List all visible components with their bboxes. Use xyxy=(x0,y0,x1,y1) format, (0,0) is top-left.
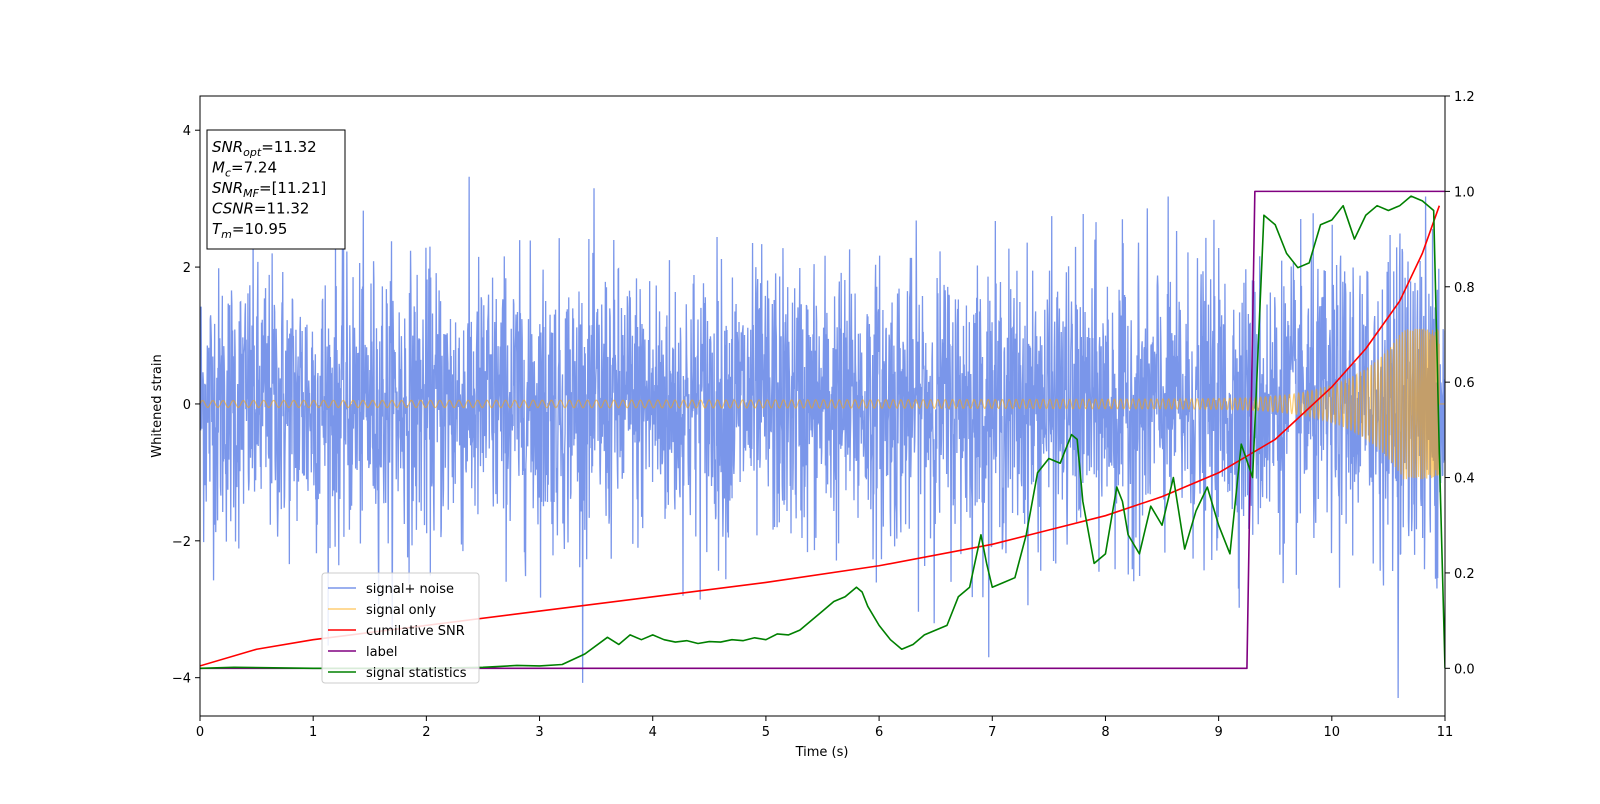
y-axis-label: Whitened strain xyxy=(150,354,165,457)
y-right-tick-label: 0.4 xyxy=(1454,472,1475,487)
y-right-tick-label: 1.2 xyxy=(1454,90,1475,105)
legend-label: signal statistics xyxy=(366,666,467,681)
x-tick-label: 6 xyxy=(875,725,883,740)
x-axis-label: Time (s) xyxy=(795,745,849,760)
x-tick-label: 7 xyxy=(988,725,996,740)
y-left-tick-label: 0 xyxy=(183,398,191,413)
annotation-line: CSNR=11.32 xyxy=(212,200,309,218)
y-left-tick-label: −2 xyxy=(172,535,191,550)
x-tick-label: 2 xyxy=(422,725,430,740)
series-signal-statistics xyxy=(200,195,1445,670)
x-tick-label: 0 xyxy=(196,725,204,740)
annotation-line: Tm=10.95 xyxy=(212,220,287,241)
y-left-tick-label: −4 xyxy=(172,672,191,687)
legend-label: signal only xyxy=(366,603,436,618)
x-tick-label: 9 xyxy=(1214,725,1222,740)
y-left-tick-label: 4 xyxy=(183,124,191,139)
annotation-line: SNRMF=[11.21] xyxy=(212,179,326,200)
y-right-tick-label: 0.6 xyxy=(1454,376,1475,391)
y-left-tick-label: 2 xyxy=(183,261,191,276)
annotation-box: SNRopt=11.32Mc=7.24SNRMF=[11.21]CSNR=11.… xyxy=(206,129,346,250)
legend-label: cumilative SNR xyxy=(366,624,465,639)
legend-label: label xyxy=(366,645,397,660)
x-tick-label: 10 xyxy=(1324,725,1341,740)
y-right-tick-label: 0.8 xyxy=(1454,281,1475,296)
y-right-tick-label: 0.2 xyxy=(1454,567,1475,582)
legend: signal+ noise signal only cumilative SNR la… xyxy=(321,572,480,684)
plot-frame xyxy=(199,95,1446,717)
y-right-tick-label: 0.0 xyxy=(1454,662,1475,677)
x-tick-label: 1 xyxy=(309,725,317,740)
x-tick-label: 4 xyxy=(649,725,657,740)
series-label xyxy=(200,190,1445,670)
x-tick-label: 11 xyxy=(1437,725,1454,740)
annotation-line: Mc=7.24 xyxy=(212,159,277,180)
x-tick-label: 3 xyxy=(535,725,543,740)
legend-label: signal+ noise xyxy=(366,582,454,597)
y-right-tick-label: 1.0 xyxy=(1454,185,1475,200)
x-tick-label: 8 xyxy=(1101,725,1109,740)
series-signal-only xyxy=(200,328,1445,480)
annotation-line: SNRopt=11.32 xyxy=(212,138,317,159)
x-tick-label: 5 xyxy=(762,725,770,740)
